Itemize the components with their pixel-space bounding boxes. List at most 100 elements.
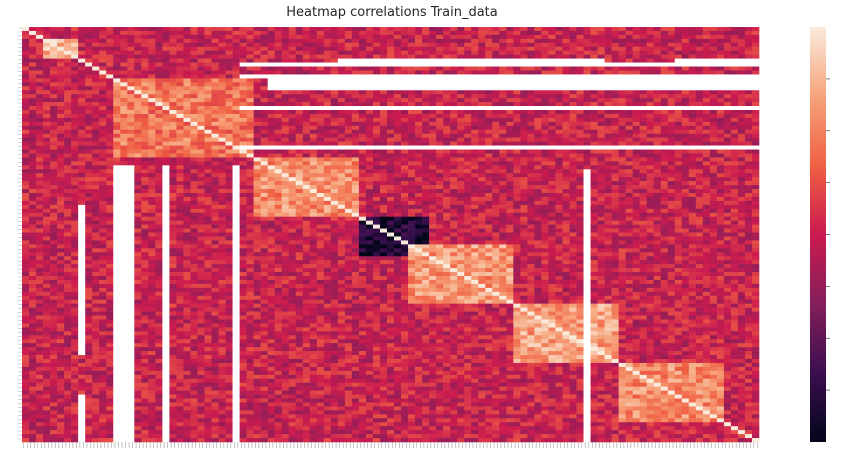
heatmap-cell — [316, 153, 325, 158]
heatmap-cell — [674, 46, 683, 52]
heatmap-cell — [513, 70, 521, 75]
heatmap-cell — [106, 177, 114, 182]
heatmap-cell — [183, 46, 191, 52]
heatmap-cell — [43, 34, 51, 40]
heatmap-cell — [639, 86, 647, 91]
heatmap-cell — [478, 90, 486, 95]
heatmap-cell — [716, 54, 725, 59]
heatmap-cell — [471, 50, 479, 55]
heatmap-cell — [120, 204, 128, 210]
heatmap-cell — [464, 54, 472, 59]
heatmap-cell — [330, 38, 339, 44]
heatmap-cell — [281, 177, 290, 182]
heatmap-cell — [337, 185, 346, 190]
heatmap-cell — [330, 90, 339, 95]
heatmap-cell — [274, 161, 283, 166]
heatmap-cell — [127, 94, 135, 99]
heatmap-cell — [744, 98, 753, 103]
heatmap-cell — [478, 200, 486, 206]
heatmap-cell — [176, 106, 184, 111]
heatmap-cell — [274, 149, 283, 154]
heatmap-cell — [604, 98, 612, 103]
heatmap-cell — [632, 82, 640, 87]
heatmap-cell — [534, 38, 542, 44]
heatmap-cell — [204, 173, 212, 178]
heatmap-cell — [611, 181, 619, 186]
heatmap-cell — [562, 42, 570, 48]
heatmap-cell — [415, 145, 423, 150]
heatmap-cell — [92, 161, 100, 166]
heatmap-cell — [583, 208, 591, 214]
heatmap-cell — [92, 177, 100, 182]
heatmap-cell — [492, 54, 500, 59]
heatmap-cell — [632, 113, 640, 119]
heatmap-cell — [709, 94, 718, 99]
heatmap-cell — [85, 212, 93, 218]
heatmap-cell — [351, 110, 360, 115]
heatmap-cell — [604, 177, 612, 182]
heatmap-cell — [597, 153, 605, 158]
heatmap-cell — [330, 189, 339, 194]
heatmap-cell — [611, 113, 619, 119]
heatmap-cell — [330, 106, 339, 111]
heatmap-cell — [120, 149, 128, 154]
heatmap-cell — [744, 27, 753, 32]
heatmap-cell — [330, 62, 339, 67]
heatmap-cell — [309, 27, 318, 32]
heatmap-cell — [422, 50, 430, 55]
heatmap-cell — [239, 46, 247, 52]
heatmap-cell — [583, 54, 591, 59]
heatmap-cell — [499, 46, 507, 52]
heatmap-cell — [232, 173, 240, 178]
heatmap-cell — [709, 121, 718, 127]
heatmap-cell — [92, 27, 100, 32]
heatmap-cell — [372, 106, 381, 111]
heatmap-cell — [113, 50, 121, 55]
heatmap-cell — [155, 54, 163, 59]
heatmap-cell — [36, 153, 44, 158]
heatmap-cell — [190, 46, 198, 52]
heatmap-cell — [576, 27, 584, 32]
heatmap-cell — [155, 94, 163, 99]
heatmap-cell — [134, 98, 142, 103]
heatmap-cell — [57, 149, 65, 154]
heatmap-cell — [457, 58, 465, 63]
heatmap-cell — [401, 38, 409, 44]
heatmap-cell — [344, 102, 353, 107]
heatmap-cell — [190, 165, 198, 170]
heatmap-cell — [401, 113, 409, 119]
heatmap-cell — [688, 133, 697, 138]
heatmap-cell — [337, 86, 346, 91]
heatmap-cell — [302, 106, 311, 111]
heatmap-cell — [744, 177, 753, 182]
heatmap-cell — [695, 90, 704, 95]
heatmap-cell — [625, 189, 633, 194]
heatmap-cell — [464, 113, 472, 119]
heatmap-cell — [702, 78, 711, 83]
heatmap-cell — [372, 74, 381, 79]
heatmap-cell — [106, 133, 114, 138]
heatmap-cell — [246, 50, 254, 55]
heatmap-cell — [274, 106, 283, 111]
heatmap-cell — [751, 125, 760, 131]
heatmap-cell — [190, 70, 198, 75]
heatmap-cell — [702, 70, 711, 75]
heatmap-cell — [681, 161, 690, 166]
heatmap-cell — [232, 200, 240, 206]
heatmap-cell — [176, 110, 184, 115]
heatmap-cell — [562, 121, 570, 127]
heatmap-cell — [667, 46, 676, 52]
heatmap-cell — [415, 46, 423, 52]
heatmap-cell — [92, 86, 100, 91]
heatmap-cell — [422, 102, 430, 107]
heatmap-cell — [506, 165, 514, 170]
heatmap-cell — [401, 185, 409, 190]
heatmap-cell — [267, 113, 275, 119]
heatmap-cell — [78, 117, 86, 123]
heatmap-cell — [723, 208, 732, 214]
heatmap-cell — [499, 149, 507, 154]
heatmap-cell — [702, 204, 711, 210]
heatmap-cell — [155, 165, 163, 170]
heatmap-cell — [190, 125, 198, 131]
heatmap-cell — [716, 165, 725, 170]
